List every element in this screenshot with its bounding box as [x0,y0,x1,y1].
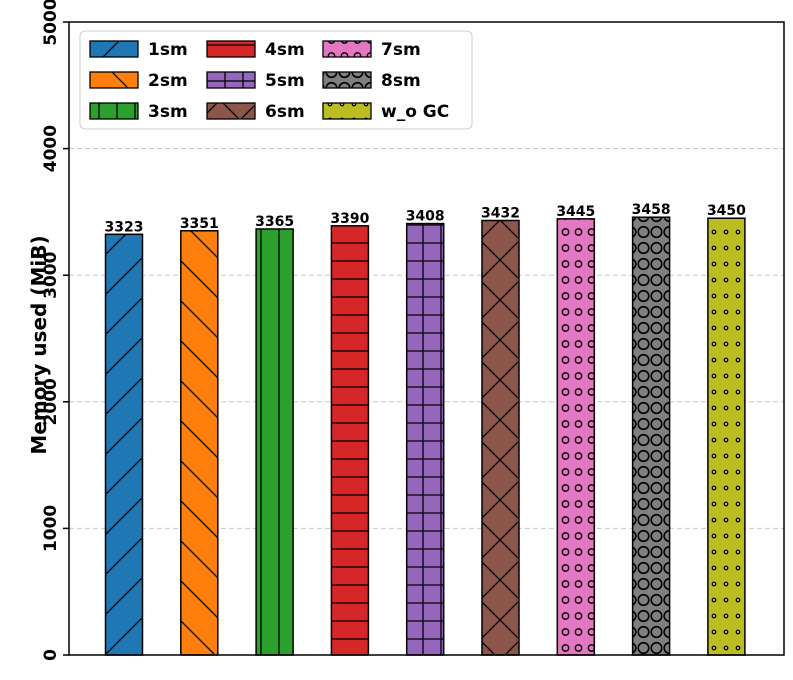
legend-swatch-hatch [322,102,372,120]
legend-swatch-hatch [89,102,139,120]
bar-value-label: 3458 [632,202,671,218]
legend-swatch-hatch [322,71,372,89]
bar-hatch [330,225,370,656]
bar-hatch [104,233,144,656]
legend-swatch-hatch [206,40,256,58]
y-tick-label: 4000 [41,125,61,172]
data-labels: 3323 3351 3365 3390 3408 3432 3445 3458 3450 [105,202,747,235]
legend-label: 3sm [148,102,188,122]
legend-label: 4sm [265,40,305,60]
legend: 1sm 2sm 3sm 4sm 5sm 6sm 7sm 8sm w_o GC [79,30,473,130]
bar-value-label: 3351 [180,216,219,232]
legend-label: w_o GC [381,102,449,122]
bar-hatch [631,216,671,656]
legend-swatch-hatch [206,102,256,120]
bars [104,216,746,656]
y-tick-label: 5000 [41,0,61,46]
bar-value-label: 3408 [406,209,445,225]
bar-value-label: 3323 [105,219,144,235]
legend-box [79,30,473,130]
y-axis-label: Memory used (MiB) [27,235,51,454]
legend-label: 6sm [265,102,305,122]
bar-value-label: 3432 [481,206,520,222]
bar-hatch [481,219,520,656]
bar-hatch [405,222,445,656]
y-tick-label: 3000 [41,251,61,298]
bar-value-label: 3390 [330,211,369,227]
legend-label: 7sm [381,40,421,60]
legend-swatch-hatch [322,40,372,58]
y-tick-label: 2000 [41,378,61,425]
legend-swatch-hatch [89,71,139,89]
bar-value-label: 3450 [707,203,746,219]
y-tick-label: 0 [41,649,61,661]
legend-label: 8sm [381,71,421,91]
bar-value-label: 3365 [255,214,294,230]
bar-value-label: 3445 [556,204,595,220]
legend-label: 1sm [148,40,188,60]
bar-hatch [707,217,746,656]
legend-swatch-hatch [89,40,139,58]
legend-swatch-hatch [206,71,256,89]
y-axis-ticks: 0 1000 2000 3000 4000 5000 [41,0,69,661]
bar-hatch [255,228,294,656]
y-tick-label: 1000 [41,505,61,552]
plot-frame [68,21,785,656]
bar-hatch [556,218,596,656]
legend-label: 2sm [148,71,188,91]
legend-label: 5sm [265,71,305,91]
bar-hatch [180,230,219,656]
